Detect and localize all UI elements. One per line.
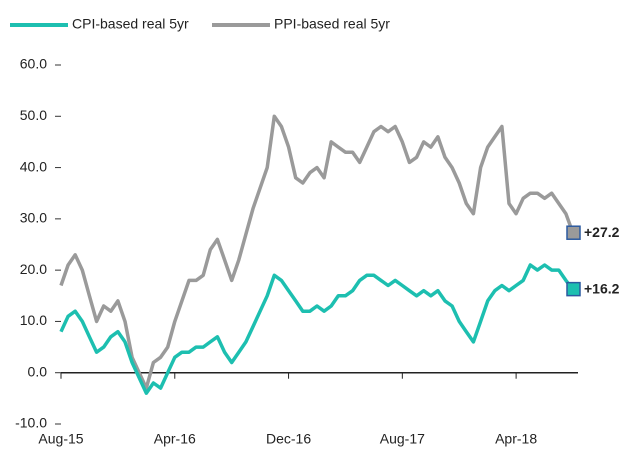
y-tick-label: 20.0 (20, 261, 47, 277)
x-tick-label: Apr-16 (154, 431, 196, 447)
series-line (59, 114, 575, 390)
legend-label: CPI-based real 5yr (72, 16, 189, 32)
series-line (59, 263, 575, 395)
x-tick-label: Aug-17 (380, 431, 425, 447)
legend-label: PPI-based real 5yr (274, 16, 390, 32)
x-tick-label: Dec-16 (266, 431, 311, 447)
x-tick-label: Aug-15 (38, 431, 83, 447)
end-label: +27.2 (584, 224, 620, 240)
y-tick-label: 60.0 (20, 56, 47, 72)
y-tick-label: 50.0 (20, 107, 47, 123)
end-marker (566, 225, 581, 240)
end-marker (566, 281, 581, 297)
y-tick-label: -10.0 (15, 415, 47, 431)
y-tick-label: 0.0 (28, 363, 48, 379)
y-tick-label: 10.0 (20, 312, 47, 328)
y-tick-label: 40.0 (20, 158, 47, 174)
end-label: +16.2 (584, 280, 620, 296)
x-tick-label: Apr-18 (495, 431, 537, 447)
y-tick-label: 30.0 (20, 210, 47, 226)
